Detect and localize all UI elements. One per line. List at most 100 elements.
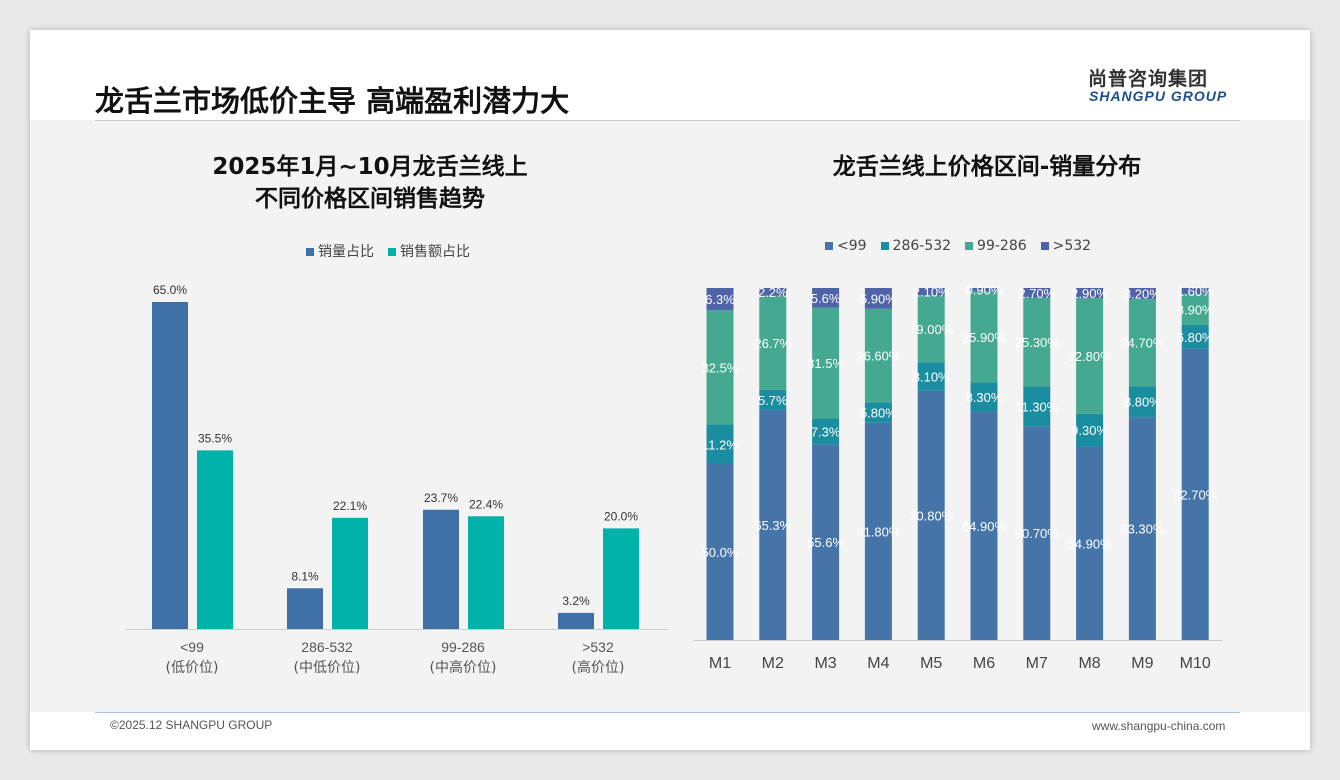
data-label: 26.7%	[754, 336, 791, 351]
left-chart-title-line2: 不同价格区间销售趋势	[255, 186, 485, 212]
data-label: 65.0%	[153, 283, 187, 297]
stacked-bar-segment	[970, 291, 998, 383]
right-chart-title: 龙舌兰线上价格区间-销量分布	[832, 154, 1142, 180]
legend-item: 销售额占比	[388, 241, 470, 261]
legend-swatch	[880, 242, 889, 250]
stacked-bar-segment	[1076, 288, 1104, 299]
data-label: 19.00%	[909, 322, 954, 337]
x-tick-label: M9	[1131, 655, 1153, 672]
data-label: 32.80%	[1068, 349, 1113, 364]
stacked-bar-segment	[1023, 288, 1051, 298]
data-label: 23.7%	[424, 491, 458, 505]
stacked-bar-segment	[1181, 324, 1209, 349]
copyright: ©2025.12 SHANGPU GROUP	[110, 718, 273, 732]
legend-swatch	[825, 242, 833, 250]
left-chart-title: 2025年1月~10月龙舌兰线上 不同价格区间销售趋势	[170, 151, 570, 215]
left-chart-title-line1: 2025年1月~10月龙舌兰线上	[212, 154, 528, 180]
bar	[558, 612, 594, 629]
stacked-bar-segment	[1076, 446, 1104, 640]
title-divider	[95, 120, 1240, 121]
data-label: 6.3%	[705, 292, 735, 307]
legend-item: 99-286	[965, 238, 1027, 254]
data-label: 25.30%	[1015, 335, 1060, 350]
stacked-bar-segment	[970, 411, 998, 640]
data-label: 50.0%	[702, 545, 739, 560]
data-label: 24.70%	[1120, 336, 1165, 351]
x-tick-label: 286-532	[301, 639, 353, 655]
stacked-bar-segment	[970, 382, 998, 412]
bar	[468, 516, 504, 629]
x-tick-label: M8	[1078, 655, 1100, 672]
x-tick-label: M1	[709, 655, 731, 672]
legend-label: 销售额占比	[400, 244, 470, 260]
data-label: 31.5%	[807, 356, 844, 371]
data-label: 2.10%	[913, 285, 950, 300]
stacked-bar-segment	[917, 295, 945, 363]
data-label: 0.90%	[966, 283, 1003, 298]
data-label: 3.2%	[562, 594, 590, 608]
bar	[152, 302, 188, 629]
stacked-bar-segment	[864, 288, 892, 309]
stacked-bar-segment	[970, 288, 998, 292]
stacked-bar-segment	[759, 389, 787, 410]
page-title: 龙舌兰市场低价主导 高端盈利潜力大	[95, 84, 570, 118]
data-label: 3.20%	[1124, 287, 1161, 302]
bar	[332, 517, 368, 629]
logo-en: SHANGPU GROUP	[1089, 88, 1228, 104]
stacked-bar-segment	[1076, 413, 1104, 447]
stacked-bar-segment	[759, 288, 787, 296]
stacked-bar-segment	[1128, 386, 1156, 418]
stacked-bar-segment	[864, 422, 892, 640]
stacked-bar-segment	[812, 307, 840, 419]
data-label: 32.5%	[702, 360, 739, 375]
legend-label: <99	[837, 238, 867, 254]
data-label: 63.30%	[1120, 522, 1165, 537]
data-label: 20.0%	[604, 509, 638, 523]
data-label: 22.1%	[333, 499, 367, 513]
legend-swatch	[1040, 242, 1049, 250]
stacked-bar-segment	[1181, 293, 1209, 325]
data-label: 82.70%	[1173, 487, 1218, 502]
data-label: 2.2%	[758, 285, 788, 300]
stacked-bar-segment	[812, 288, 840, 308]
data-label: 1.60%	[1177, 284, 1214, 299]
stacked-bar-segment	[1076, 298, 1104, 414]
x-tick-label: M5	[920, 655, 942, 672]
stacked-bar-segment	[706, 288, 734, 311]
legend-item: 销量占比	[306, 241, 374, 261]
stacked-bar-segment	[706, 464, 734, 640]
stacked-bar-segment	[1128, 417, 1156, 640]
legend-swatch	[306, 248, 314, 256]
footer-divider	[95, 712, 1240, 713]
logo-cn: 尚普咨询集团	[1088, 68, 1209, 90]
data-label: 35.5%	[198, 431, 232, 445]
left-legend: 销量占比 销售额占比	[306, 241, 470, 261]
stacked-bar-segment	[759, 409, 787, 640]
stacked-bar-segment	[812, 444, 840, 640]
stacked-bar-segment	[706, 424, 734, 464]
data-label: 2.70%	[1018, 286, 1055, 301]
legend-label: >532	[1052, 238, 1092, 254]
bar	[423, 509, 459, 629]
x-tick-sublabel: (中低价位)	[294, 660, 361, 676]
data-label: 11.30%	[1015, 399, 1059, 414]
stacked-bar-segment	[1128, 288, 1156, 300]
data-label: 5.90%	[860, 291, 897, 306]
data-label: 70.80%	[909, 508, 954, 523]
data-label: 5.80%	[860, 405, 897, 420]
data-label: 5.7%	[758, 393, 788, 408]
data-label: 8.10%	[913, 370, 950, 385]
data-label: 9.30%	[1071, 423, 1108, 438]
x-tick-label: M4	[867, 655, 889, 672]
data-label: 26.60%	[856, 349, 901, 364]
x-tick-sublabel: (高价位)	[572, 659, 625, 676]
x-tick-label: M2	[762, 655, 784, 672]
legend-item: >532	[1040, 238, 1092, 254]
stacked-bar-segment	[1181, 348, 1209, 640]
data-label: 7.3%	[811, 424, 841, 439]
stacked-bar-segment	[917, 390, 945, 640]
stacked-bar-segment	[1128, 299, 1156, 387]
bar	[603, 528, 639, 629]
legend-item: 286-532	[880, 238, 951, 254]
